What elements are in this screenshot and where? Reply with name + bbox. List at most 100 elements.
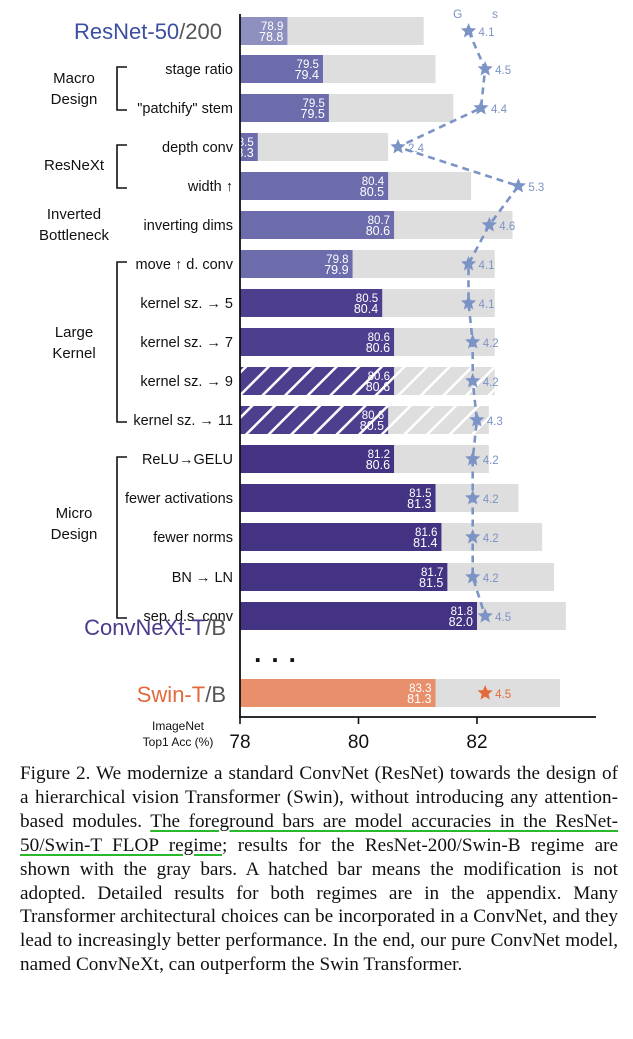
fg-bar [240, 55, 323, 83]
convnext-label: ConvNeXt-T/B [84, 615, 226, 640]
group-label: Design [51, 91, 98, 108]
gflops-star [465, 373, 481, 388]
fg-bar [240, 602, 477, 630]
fg-value-label: 81.3 [407, 692, 431, 706]
gflops-star [469, 412, 485, 427]
fg-bar [240, 172, 389, 200]
x-tick-label: 82 [466, 732, 487, 753]
swin-gflops-star [477, 685, 493, 700]
row-label: fewer activations [125, 491, 233, 507]
hatch-overlay [240, 406, 489, 434]
gflops-star [460, 23, 477, 38]
x-axis-title: Top1 Acc (%) [143, 735, 214, 749]
bg-bar [240, 133, 389, 161]
gflops-star [465, 490, 481, 505]
bg-value-label: 79.5 [302, 98, 324, 110]
group-bracket [116, 144, 127, 189]
group-label: Bottleneck [39, 227, 110, 244]
row-label: width ↑ [187, 179, 233, 195]
group-label: Macro [53, 70, 95, 87]
fg-value-label: 80.6 [366, 341, 390, 355]
bg-value-label: 80.4 [362, 176, 385, 188]
gflops-star [481, 217, 497, 232]
bg-value-label: 81.8 [451, 606, 473, 618]
group-bracket [116, 261, 127, 423]
gflops-label: 4.5 [495, 65, 511, 77]
row-label: kernel sz. → 7 [140, 335, 233, 351]
swin-label: Swin-T/B [137, 682, 226, 707]
bars-layer [240, 17, 566, 707]
bg-value-label: 83.3 [409, 683, 431, 695]
fg-value-label: 78.8 [259, 30, 283, 44]
row-label: fewer norms [153, 530, 233, 546]
bg-value-label: 80.6 [368, 371, 390, 383]
group-label: ResNeXt [44, 157, 105, 174]
fg-value-label: 81.3 [407, 497, 431, 511]
gflops-label: 4.3 [487, 416, 503, 428]
fg-bar [240, 445, 395, 473]
fg-bar [240, 17, 288, 45]
fg-bar [240, 484, 436, 512]
row-label: move ↑ d. conv [135, 257, 233, 273]
group-label: Inverted [47, 206, 101, 223]
resnet-label: ResNet-50/200 [74, 19, 222, 44]
bg-value-label: 79.5 [297, 59, 319, 71]
fg-bar [240, 250, 353, 278]
bg-value-label: 80.5 [356, 293, 378, 305]
gflops-label: 4.4 [491, 104, 508, 116]
gflops-label: 4.5 [495, 689, 511, 701]
fg-value-label: 80.6 [366, 458, 390, 472]
group-label: Micro [56, 505, 93, 522]
fg-bar [240, 328, 395, 356]
gflops-star [390, 139, 406, 154]
x-tick-label: 80 [348, 732, 369, 753]
gflops-star [477, 608, 493, 623]
gflops-label: 4.2 [483, 573, 499, 585]
gflops-label: 4.1 [479, 299, 495, 311]
group-bracket [116, 66, 127, 111]
gflops-star [477, 61, 493, 76]
row-label: BN → LN [172, 570, 233, 586]
fg-value-label: 80.5 [360, 419, 384, 433]
row-label: "patchify" stem [137, 101, 233, 117]
fg-bar [240, 563, 448, 591]
row-label: depth conv [162, 140, 234, 156]
fg-value-label: 79.4 [295, 68, 319, 82]
x-axis-title: ImageNet [152, 719, 205, 733]
gflops-layer: 4.1 4.5 4.4 2.4 5.3 4.6 4.1 4.1 4.2 4.2 4.3 4.2 4.2 4… [390, 7, 544, 701]
fg-bar [240, 211, 395, 239]
bg-value-label: 81.6 [415, 527, 437, 539]
gflops-star [465, 569, 481, 584]
bg-value-label: 80.6 [362, 410, 384, 422]
gflops-star [465, 529, 481, 544]
gflops-star [465, 451, 481, 466]
group-label: Design [51, 526, 98, 543]
ellipsis: ... [254, 638, 306, 668]
x-axis: 78 80 82 ImageNet Top1 Acc (%) [143, 14, 596, 753]
fg-value-label: 80.6 [366, 380, 390, 394]
bg-value-label: 79.8 [326, 254, 348, 266]
fg-bar [240, 94, 329, 122]
gflops-line [394, 30, 521, 617]
gflops-label: 4.6 [499, 221, 515, 233]
fg-value-label: 80.4 [354, 302, 378, 316]
bg-value-label: 80.6 [368, 332, 390, 344]
gflops-star [465, 334, 481, 349]
fg-bar [240, 523, 442, 551]
row-label: sep. d.s. conv [144, 609, 234, 625]
gflops-label: 4.2 [483, 533, 499, 545]
gflops-header-s: s [492, 7, 498, 21]
bg-value-label: 78.9 [261, 21, 283, 33]
gflops-star [460, 256, 477, 271]
row-label: kernel sz. → 5 [140, 296, 233, 312]
gflops-label: 4.2 [483, 455, 499, 467]
gflops-header-g: G [453, 7, 462, 21]
row-label: kernel sz. → 9 [140, 374, 233, 390]
hatch-overlay [240, 367, 495, 395]
gflops-label: 4.2 [483, 377, 499, 389]
row-label: ReLU→GELU [142, 452, 233, 468]
bg-value-label: 81.7 [421, 567, 443, 579]
bg-value-label: 78.5 [231, 137, 253, 149]
fg-value-label: 81.4 [413, 536, 437, 550]
